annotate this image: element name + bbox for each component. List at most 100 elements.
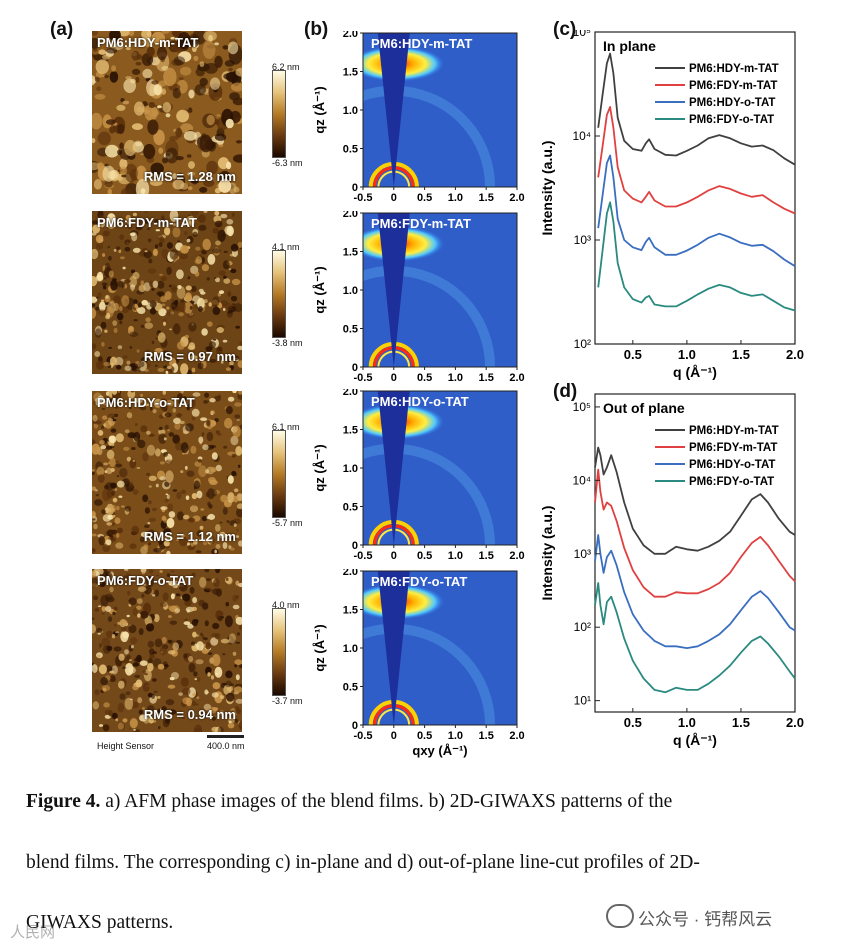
giwaxs-ytick-label: 1.5 [343,605,358,617]
giwaxs-xtick-label: 0.5 [417,192,432,204]
giwaxs-title: PM6:HDY-m-TAT [371,36,472,51]
giwaxs-ytick-label: 0.5 [343,502,358,514]
giwaxs-xtick-label: 0.5 [417,372,432,384]
legend-label-3: PM6:HDY-o-TAT [689,459,775,471]
x-tick-label: 2.0 [786,347,804,362]
afm-texture [92,31,242,194]
y-tick-label: 10¹ [574,694,591,708]
giwaxs-ytick-label: 0.5 [343,144,358,156]
chart-title: Out of plane [603,400,685,416]
out-of-plane-chart: 0.5 1.0 1.5 2.0 10¹ 10² 10³ 10⁴ 10⁵ q (Å⁻¹) Intens… [540,393,804,748]
giwaxs-ytick-label: 0 [352,720,358,732]
colorbar-max-label: 4.1 nm [272,242,300,252]
legend-label-3: PM6:HDY-o-TAT [689,97,775,109]
giwaxs-ytick-label: 2.0 [343,211,358,220]
giwaxs-ytick-label: 1.0 [343,643,358,655]
afm-scalebar-label: 400.0 nm [207,741,245,751]
figure-caption-line3: GIWAXS patterns. [26,912,174,933]
giwaxs-xtick-label: -0.5 [354,372,373,384]
legend-label-4: PM6:FDY-o-TAT [689,114,774,126]
giwaxs-xtick-label: 2.0 [509,550,524,562]
giwaxs-xtick-label: 2.0 [509,192,524,204]
afm-title: PM6:FDY-m-TAT [97,215,197,230]
afm-rms-label: RMS = 0.94 nm [143,707,236,722]
afm-colorbar [272,430,286,518]
afm-rms-label: RMS = 0.97 nm [143,349,236,364]
y-tick-label: 10⁵ [573,30,591,39]
afm-colorbar [272,250,286,338]
y-tick-label: 10³ [574,233,591,247]
plot-frame [594,31,796,345]
giwaxs-ylabel: qz (Å⁻¹) [312,624,327,671]
colorbar-min-label: -5.7 nm [272,518,303,528]
y-tick-label: 10⁵ [573,400,591,414]
giwaxs-xtick-label: -0.5 [354,730,373,742]
chart-title: In plane [603,38,656,54]
x-tick-label: 1.0 [678,715,696,730]
colorbar-max-label: 4.0 nm [272,600,300,610]
colorbar-min-label: -3.7 nm [272,696,303,706]
giwaxs-ytick-label: 0.5 [343,682,358,694]
giwaxs-ytick-label: 0 [352,182,358,194]
legend-label-1: PM6:HDY-m-TAT [689,425,779,437]
afm-title: PM6:HDY-m-TAT [97,35,199,50]
giwaxs-ytick-label: 0 [352,540,358,552]
in-plane-chart: 0.5 1.0 1.5 2.0 10² 10³ 10⁴ 10⁵ q (Å⁻¹) Intensity… [540,30,804,380]
figure-caption-line2: blend films. The corresponding c) in-pla… [26,852,700,873]
giwaxs-xtick-label: 1.5 [479,730,494,742]
giwaxs-ytick-label: 2.0 [343,569,358,578]
giwaxs-title: PM6:HDY-o-TAT [371,394,469,409]
wechat-icon [606,904,634,928]
giwaxs-xtick-label: 0.5 [417,550,432,562]
colorbar-max-label: 6.1 nm [272,422,300,432]
figure-label: Figure 4. [26,791,101,812]
giwaxs-xtick-label: 0 [391,372,397,384]
afm-rms-label: RMS = 1.28 nm [143,169,236,184]
giwaxs-xtick-label: 1.0 [448,192,463,204]
y-axis-label: Intensity (a.u.) [540,506,555,601]
giwaxs-ylabel: qz (Å⁻¹) [312,444,327,491]
series-line-4 [594,582,796,694]
afm-colorbar [272,608,286,696]
giwaxs-xtick-label: 1.5 [479,372,494,384]
legend-label-1: PM6:HDY-m-TAT [689,63,779,75]
afm-texture [92,211,242,374]
giwaxs-ytick-label: 0 [352,362,358,374]
y-tick-label: 10³ [574,547,591,561]
legend-label-4: PM6:FDY-o-TAT [689,476,774,488]
giwaxs-ytick-label: 1.0 [343,285,358,297]
series-line-3 [594,534,796,650]
afm-image-1: PM6:HDY-m-TAT RMS = 1.28 nm [92,31,242,194]
y-tick-label: 10² [574,337,591,351]
plot-frame [594,393,796,713]
x-tick-label: 0.5 [624,715,642,730]
giwaxs-ylabel: qz (Å⁻¹) [312,86,327,133]
x-axis-label: q (Å⁻¹) [673,364,717,380]
panel-label-c: (c) [553,19,577,40]
series-line-1 [597,52,796,166]
x-tick-label: 1.5 [732,347,750,362]
giwaxs-xtick-label: 0 [391,192,397,204]
giwaxs-ylabel: qz (Å⁻¹) [312,266,327,313]
y-tick-label: 10² [574,620,591,634]
giwaxs-xtick-label: -0.5 [354,550,373,562]
giwaxs-title: PM6:FDY-o-TAT [371,574,467,589]
panel-label-d: (d) [553,381,578,402]
giwaxs-ytick-label: 1.5 [343,247,358,259]
colorbar-max-label: 6.2 nm [272,62,300,72]
x-axis-label: q (Å⁻¹) [673,732,717,748]
giwaxs-xtick-label: 2.0 [509,372,524,384]
x-tick-label: 1.0 [678,347,696,362]
series-line-4 [597,201,796,312]
legend-label-2: PM6:FDY-m-TAT [689,442,777,454]
afm-title: PM6:FDY-o-TAT [97,573,194,588]
figure-caption-line1: Figure 4. a) AFM phase images of the ble… [26,791,672,813]
giwaxs-xtick-label: 1.5 [479,192,494,204]
afm-title: PM6:HDY-o-TAT [97,395,195,410]
x-tick-label: 2.0 [786,715,804,730]
giwaxs-ytick-label: 0.5 [343,324,358,336]
x-tick-label: 1.5 [732,715,750,730]
y-tick-label: 10⁴ [572,129,591,143]
